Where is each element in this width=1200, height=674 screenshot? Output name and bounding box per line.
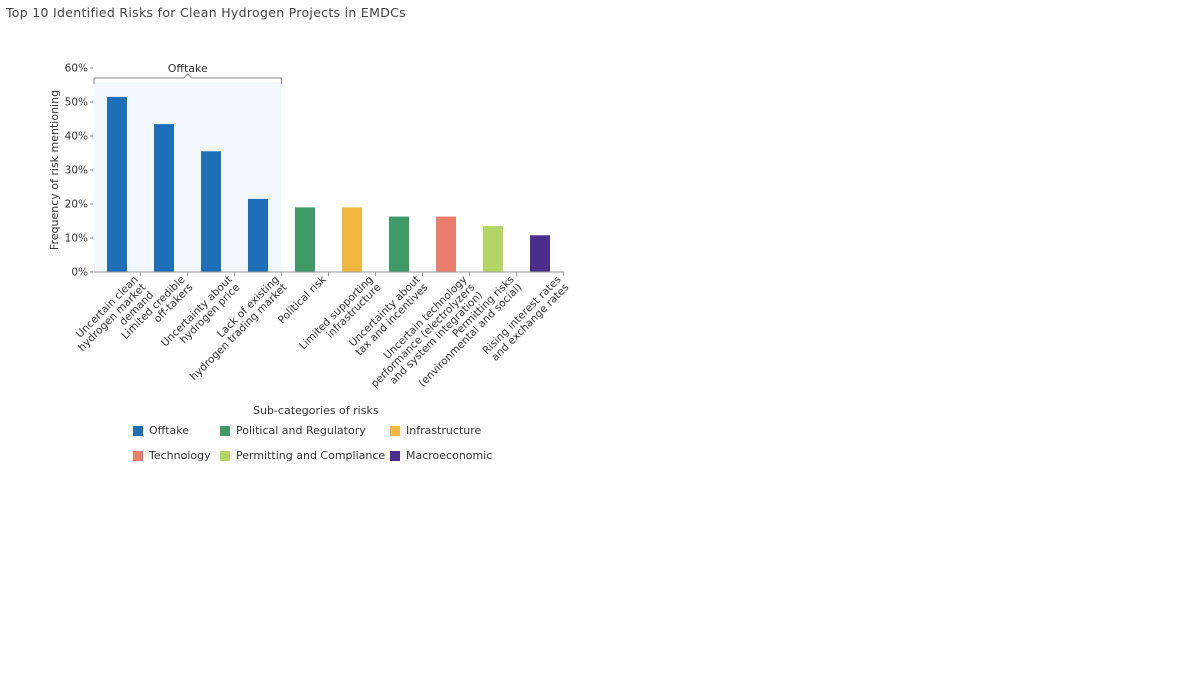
y-tick-label: 10%	[65, 233, 88, 245]
y-tick-label: 20%	[65, 199, 88, 211]
legend-swatch	[390, 425, 400, 436]
legend-label: Technology	[149, 449, 211, 462]
legend-label: Political and Regulatory	[236, 424, 366, 437]
bar-1	[107, 96, 127, 273]
bar-3	[201, 151, 221, 272]
legend-swatch	[390, 450, 400, 461]
bracket-label: Offtake	[168, 62, 208, 75]
legend-item-infrastructure: Infrastructure	[390, 424, 481, 437]
y-tick-label: 40%	[65, 131, 88, 143]
legend-item-political-regulatory: Political and Regulatory	[220, 424, 366, 437]
bar-4	[248, 198, 268, 272]
y-axis-title: Frequency of risk mentioning	[48, 90, 61, 250]
page-title: Top 10 Identified Risks for Clean Hydrog…	[6, 5, 406, 20]
legend-swatch	[220, 450, 230, 461]
legend-item-permitting-compliance: Permitting and Compliance	[220, 449, 385, 462]
bar-9	[483, 226, 503, 272]
bar-2	[154, 124, 174, 272]
offtake-bracket	[93, 73, 282, 84]
y-tick-label: 30%	[65, 165, 88, 177]
bar-5	[295, 207, 315, 272]
legend-label: Macroeconomic	[406, 449, 493, 462]
bar-7	[389, 216, 409, 272]
legend-title: Sub-categories of risks	[253, 404, 379, 417]
legend-item-technology: Technology	[133, 449, 211, 462]
legend-swatch	[220, 425, 230, 436]
y-tick-label: 60%	[65, 63, 88, 75]
legend-item-macroeconomic: Macroeconomic	[390, 449, 492, 462]
legend-swatch	[133, 425, 143, 436]
y-tick-label: 0%	[71, 267, 88, 279]
legend-label: Infrastructure	[406, 424, 482, 437]
legend-label: Offtake	[149, 424, 190, 437]
legend-swatch	[133, 450, 143, 461]
legend-item-offtake: Offtake	[133, 424, 189, 437]
y-tick-label: 50%	[65, 97, 88, 109]
legend-label: Permitting and Compliance	[236, 449, 386, 462]
bar-10	[530, 235, 550, 272]
bar-6	[342, 207, 362, 272]
bar-8	[436, 216, 456, 272]
